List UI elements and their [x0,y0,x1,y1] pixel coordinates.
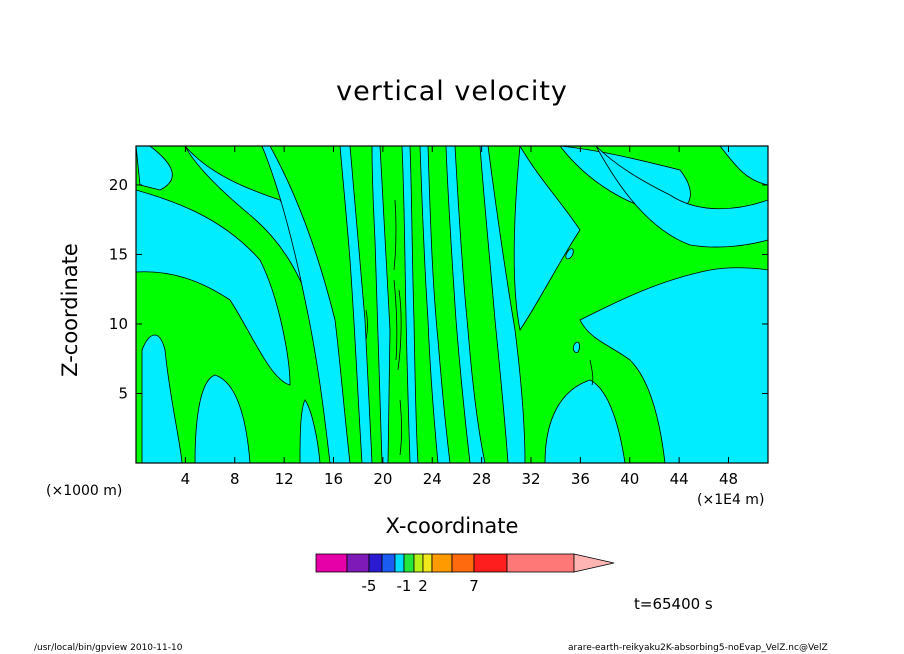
x-tick-label: 44 [670,470,689,488]
colorbar-swatch [422,553,433,573]
contour-region [299,399,321,463]
colorbar-swatch [506,553,575,573]
contour-region [579,267,768,463]
y-tick-label: 20 [109,176,128,194]
contour-region [595,146,768,248]
colorbar-label: 2 [418,577,428,595]
contour-region [513,146,581,332]
x-axis: 4 8 12 16 20 24 28 32 36 40 44 48 [181,146,738,488]
contour-regions-negative [136,146,768,463]
contour-region [479,146,526,463]
contour-region [544,379,626,463]
plot-area [136,146,768,463]
y-tick-label: 5 [118,384,128,402]
contour-region [141,334,183,463]
contour-region [445,146,486,463]
contour-region [136,189,291,386]
colorbar-arrow [573,553,615,573]
y-axis-label: Z-coordinate [58,243,82,377]
contour-region [136,146,173,191]
x-tick-label: 16 [324,470,343,488]
footer-left: /usr/local/bin/gpview 2010-11-10 [34,643,183,653]
contour-region [339,146,373,463]
contour-region [572,341,581,353]
colorbar-swatch [346,553,370,573]
x-tick-label: 20 [373,470,392,488]
colorbar-swatch [368,553,383,573]
x-tick-label: 36 [571,470,590,488]
colorbar-swatch [473,553,508,573]
chart-title: vertical velocity [336,76,568,107]
colorbar-label: -1 [397,577,412,595]
contour-region [371,146,391,463]
contour-region [401,146,419,463]
footer-right: arare-earth-reikyaku2K-absorbing5-noEvap… [568,643,828,653]
x-tick-label: 28 [472,470,491,488]
contour-region [194,374,251,463]
x-unit-left: (×1000 m) [46,483,123,499]
colorbar: -5 -1 2 7 [315,553,615,595]
colorbar-swatch [451,553,475,573]
x-tick-label: 12 [275,470,294,488]
x-tick-label: 40 [620,470,639,488]
contour-region [261,146,351,463]
x-tick-label: 24 [423,470,442,488]
colorbar-swatch [431,553,453,573]
colorbar-swatch [381,553,396,573]
x-tick-label: 48 [719,470,738,488]
y-tick-label: 15 [109,245,128,263]
x-tick-label: 32 [521,470,540,488]
colorbar-swatch [403,553,415,573]
colorbar-swatch [413,553,424,573]
contour-region [565,248,574,260]
x-tick-label: 8 [230,470,240,488]
x-tick-label: 4 [181,470,191,488]
contour-lines [365,199,594,456]
colorbar-label: -5 [362,577,377,595]
colorbar-swatch [394,553,405,573]
colorbar-label: 7 [469,577,479,595]
y-tick-label: 10 [109,315,128,333]
x-axis-label: X-coordinate [385,514,519,538]
contour-region [419,146,451,463]
y-axis: 5 10 15 20 [109,176,768,402]
x-unit-right: (×1E4 m) [697,492,765,508]
time-label: t=65400 s [634,595,713,613]
colorbar-swatch [315,553,348,573]
plot-frame [135,145,769,464]
